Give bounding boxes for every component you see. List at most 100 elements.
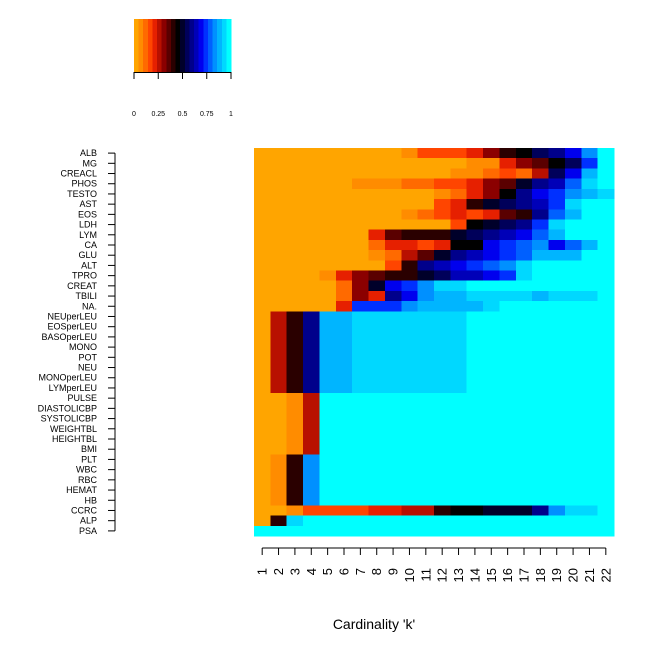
- heatmap-cell: [532, 342, 550, 353]
- heatmap-cell: [335, 239, 353, 251]
- heatmap-cell: [434, 403, 451, 415]
- colorbar-swatch: [161, 19, 167, 72]
- heatmap-cell: [450, 382, 468, 394]
- heatmap-cell: [335, 403, 353, 415]
- heatmap-cell: [564, 229, 582, 241]
- heatmap-cell: [581, 444, 599, 455]
- row-label: PLT: [81, 454, 97, 464]
- heatmap-cell: [581, 515, 599, 527]
- heatmap-cell: [286, 393, 304, 404]
- heatmap-cell: [368, 423, 386, 435]
- heatmap-cell: [254, 250, 271, 261]
- heatmap-cell: [319, 280, 337, 292]
- heatmap-cell: [417, 321, 435, 333]
- heatmap-cell: [335, 219, 353, 231]
- heatmap-cell: [319, 188, 337, 200]
- heatmap-cell: [564, 423, 582, 435]
- heatmap-cell: [254, 239, 271, 251]
- heatmap-cell: [515, 382, 533, 394]
- heatmap-cell: [417, 158, 435, 170]
- heatmap-cell: [401, 280, 419, 292]
- heatmap-cell: [532, 484, 550, 496]
- heatmap-cell: [450, 219, 468, 231]
- colorbar-tick-label: 1: [229, 111, 233, 118]
- colorbar-legend: 0 0.25 0.5 0.75 1: [132, 19, 233, 118]
- heatmap-cell: [532, 515, 550, 527]
- heatmap-cell: [352, 209, 370, 221]
- column-label: 7: [353, 568, 368, 575]
- heatmap-cell: [286, 515, 304, 527]
- heatmap-cell: [335, 454, 353, 466]
- heatmap-cell: [401, 433, 419, 445]
- row-label: NEU: [78, 363, 97, 373]
- heatmap-cell: [270, 515, 288, 527]
- heatmap-cell: [548, 321, 566, 333]
- heatmap-cell: [548, 352, 566, 364]
- heatmap-cell: [270, 301, 288, 312]
- heatmap-cell: [319, 290, 337, 302]
- heatmap-cell: [286, 464, 304, 476]
- row-label: AST: [79, 199, 97, 209]
- heatmap-cell: [434, 148, 451, 159]
- heatmap-cell: [532, 423, 550, 435]
- heatmap-cell: [254, 515, 271, 527]
- heatmap-cell: [368, 372, 386, 384]
- heatmap-cell: [532, 525, 550, 537]
- heatmap-cell: [303, 484, 321, 496]
- heatmap-cell: [335, 199, 353, 210]
- heatmap-cell: [597, 352, 615, 364]
- heatmap-cell: [597, 311, 615, 323]
- heatmap-cell: [417, 413, 435, 425]
- heatmap-cell: [286, 290, 304, 302]
- heatmap-cell: [581, 270, 599, 282]
- heatmap-cell: [368, 362, 386, 374]
- heatmap-cell: [254, 342, 271, 353]
- heatmap-cell: [401, 219, 419, 231]
- heatmap-cell: [581, 342, 599, 353]
- heatmap-cell: [483, 158, 501, 170]
- heatmap-cell: [417, 209, 435, 221]
- heatmap-cell: [581, 209, 599, 221]
- heatmap-cell: [335, 168, 353, 180]
- heatmap-cell: [450, 393, 468, 404]
- row-label: TBILI: [75, 291, 97, 301]
- heatmap-cell: [483, 525, 501, 537]
- heatmap-cell: [466, 342, 484, 353]
- heatmap-cell: [581, 250, 599, 261]
- heatmap-cell: [515, 362, 533, 374]
- heatmap-cell: [434, 270, 451, 282]
- heatmap-cell: [368, 474, 386, 486]
- heatmap-cell: [515, 505, 533, 517]
- heatmap-cell: [434, 495, 451, 506]
- heatmap-cell: [515, 188, 533, 200]
- heatmap-cell: [564, 219, 582, 231]
- heatmap-cell: [319, 148, 337, 159]
- heatmap-cell: [597, 413, 615, 425]
- column-label: 6: [337, 568, 352, 575]
- heatmap-cell: [254, 433, 271, 445]
- heatmap-cell: [532, 352, 550, 364]
- heatmap-cell: [483, 290, 501, 302]
- heatmap-cell: [270, 423, 288, 435]
- column-label: 3: [287, 568, 302, 575]
- heatmap-cell: [515, 423, 533, 435]
- heatmap-cell: [434, 260, 451, 272]
- heatmap-cell: [352, 525, 370, 537]
- heatmap-cell: [564, 433, 582, 445]
- heatmap-cell: [466, 372, 484, 384]
- heatmap-cell: [450, 168, 468, 180]
- heatmap-cell: [254, 352, 271, 364]
- heatmap-cell: [384, 505, 402, 517]
- heatmap-cell: [564, 342, 582, 353]
- heatmap-cell: [548, 372, 566, 384]
- heatmap-cell: [319, 433, 337, 445]
- heatmap-cell: [515, 178, 533, 190]
- heatmap-cell: [597, 423, 615, 435]
- row-label: HEIGHTBL: [52, 434, 97, 444]
- heatmap-cell: [352, 474, 370, 486]
- heatmap-cell: [384, 270, 402, 282]
- heatmap-cell: [254, 301, 271, 312]
- row-label: RBC: [78, 475, 98, 485]
- heatmap-cell: [270, 444, 288, 455]
- heatmap-cell: [401, 270, 419, 282]
